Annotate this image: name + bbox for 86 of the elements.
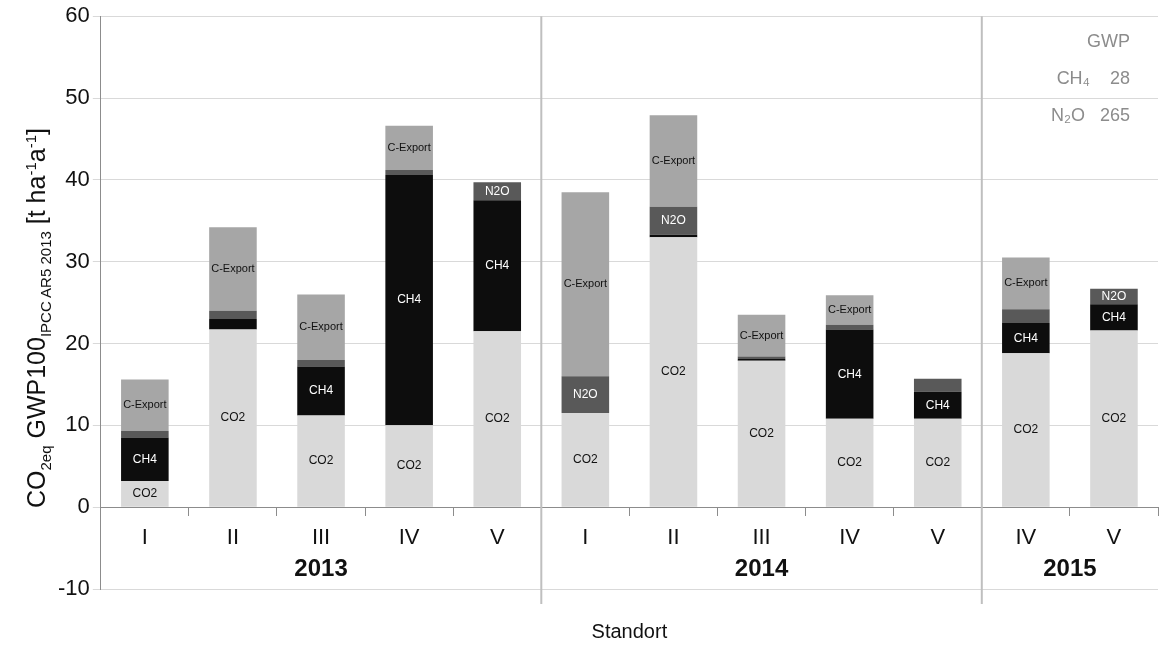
text: C-Export [299,320,343,333]
annotation: 2015 [1043,553,1097,581]
text: C-Export [1004,276,1048,289]
text: CO2 [837,455,862,470]
bar [1002,323,1050,354]
text: CH4 [925,397,950,412]
x-tick-label: IV [839,524,861,550]
annotation: GWP [1087,31,1130,52]
text: CO2 [396,458,422,473]
x-tick-label: II [226,524,240,550]
text: C-Export [563,277,608,290]
text: CO2 [220,410,246,425]
x-tick-label: II [667,524,680,550]
text: CO2 [484,411,510,426]
bar [297,366,345,416]
series-label: N2O [1101,288,1127,303]
x-axis-title: Standort [591,619,668,642]
bar [121,431,169,438]
text: CH4 [1013,330,1038,345]
annotation: N₂O 265 [1050,105,1130,126]
y-tick-label: 30 [65,247,90,273]
bar [121,480,169,507]
series-label: CO2 [132,486,158,501]
y-tick-label: 40 [65,165,90,191]
bar [209,310,257,319]
bar [297,359,345,367]
x-tick-label: V [1106,524,1122,550]
bar [561,376,610,414]
text: C-Export [387,140,431,153]
bar [1002,257,1050,310]
annotation: CH₄ 28 [1056,68,1130,89]
bar [737,314,786,357]
bar [209,227,257,311]
text: CH4 [837,366,862,381]
series-label: CH4 [1101,309,1127,324]
bar [385,174,433,426]
bar [561,192,610,377]
annotation: 2013 [294,553,348,581]
text: N2O [661,213,686,228]
bar [825,329,874,419]
bar [385,125,433,171]
x-tick-label: I [141,524,148,550]
x-tick-label: I [582,524,589,550]
bar [473,200,522,332]
text: N2O [484,183,510,198]
bar [121,437,169,481]
series-label: C-Export [123,398,167,411]
bar [209,318,257,330]
y-tick-label: 60 [65,2,90,28]
text: CH4 [485,258,510,273]
bar [1002,309,1050,324]
text: CH4 [309,383,334,398]
text: CH4 [397,292,422,307]
x-tick-label: III [311,524,331,550]
text: CO2 [308,453,334,468]
x-tick-label: V [489,524,505,550]
bar [1090,304,1138,331]
y-tick-label: 0 [77,493,90,519]
text: CO2 [749,426,774,440]
bar [649,115,698,207]
text: CH4 [132,451,157,466]
text: N2O [573,386,598,401]
text: CO2 [1101,410,1127,425]
annotation: 2014 [734,553,789,581]
text: CO2 [1013,422,1039,437]
x-tick-label: IV [398,524,420,550]
text: CO2 [661,364,686,379]
bar [913,378,962,392]
text: CO2 [573,452,598,467]
bar [121,379,169,432]
x-tick-label: III [752,524,771,550]
y-tick-label: -10 [58,575,90,601]
bar [825,324,874,330]
text: C-Export [739,328,784,341]
y-tick-label: 20 [65,329,90,355]
text: C-Export [211,262,255,275]
y-tick-label: 10 [65,411,90,437]
text: C-Export [651,154,696,167]
bar [913,391,962,419]
x-tick-label: IV [1015,524,1037,550]
text: C-Export [827,303,872,315]
y-tick-label: 50 [65,84,90,110]
text: CO2 [925,455,951,470]
bar [385,170,433,175]
x-tick-label: V [930,524,946,550]
bar [297,294,345,360]
